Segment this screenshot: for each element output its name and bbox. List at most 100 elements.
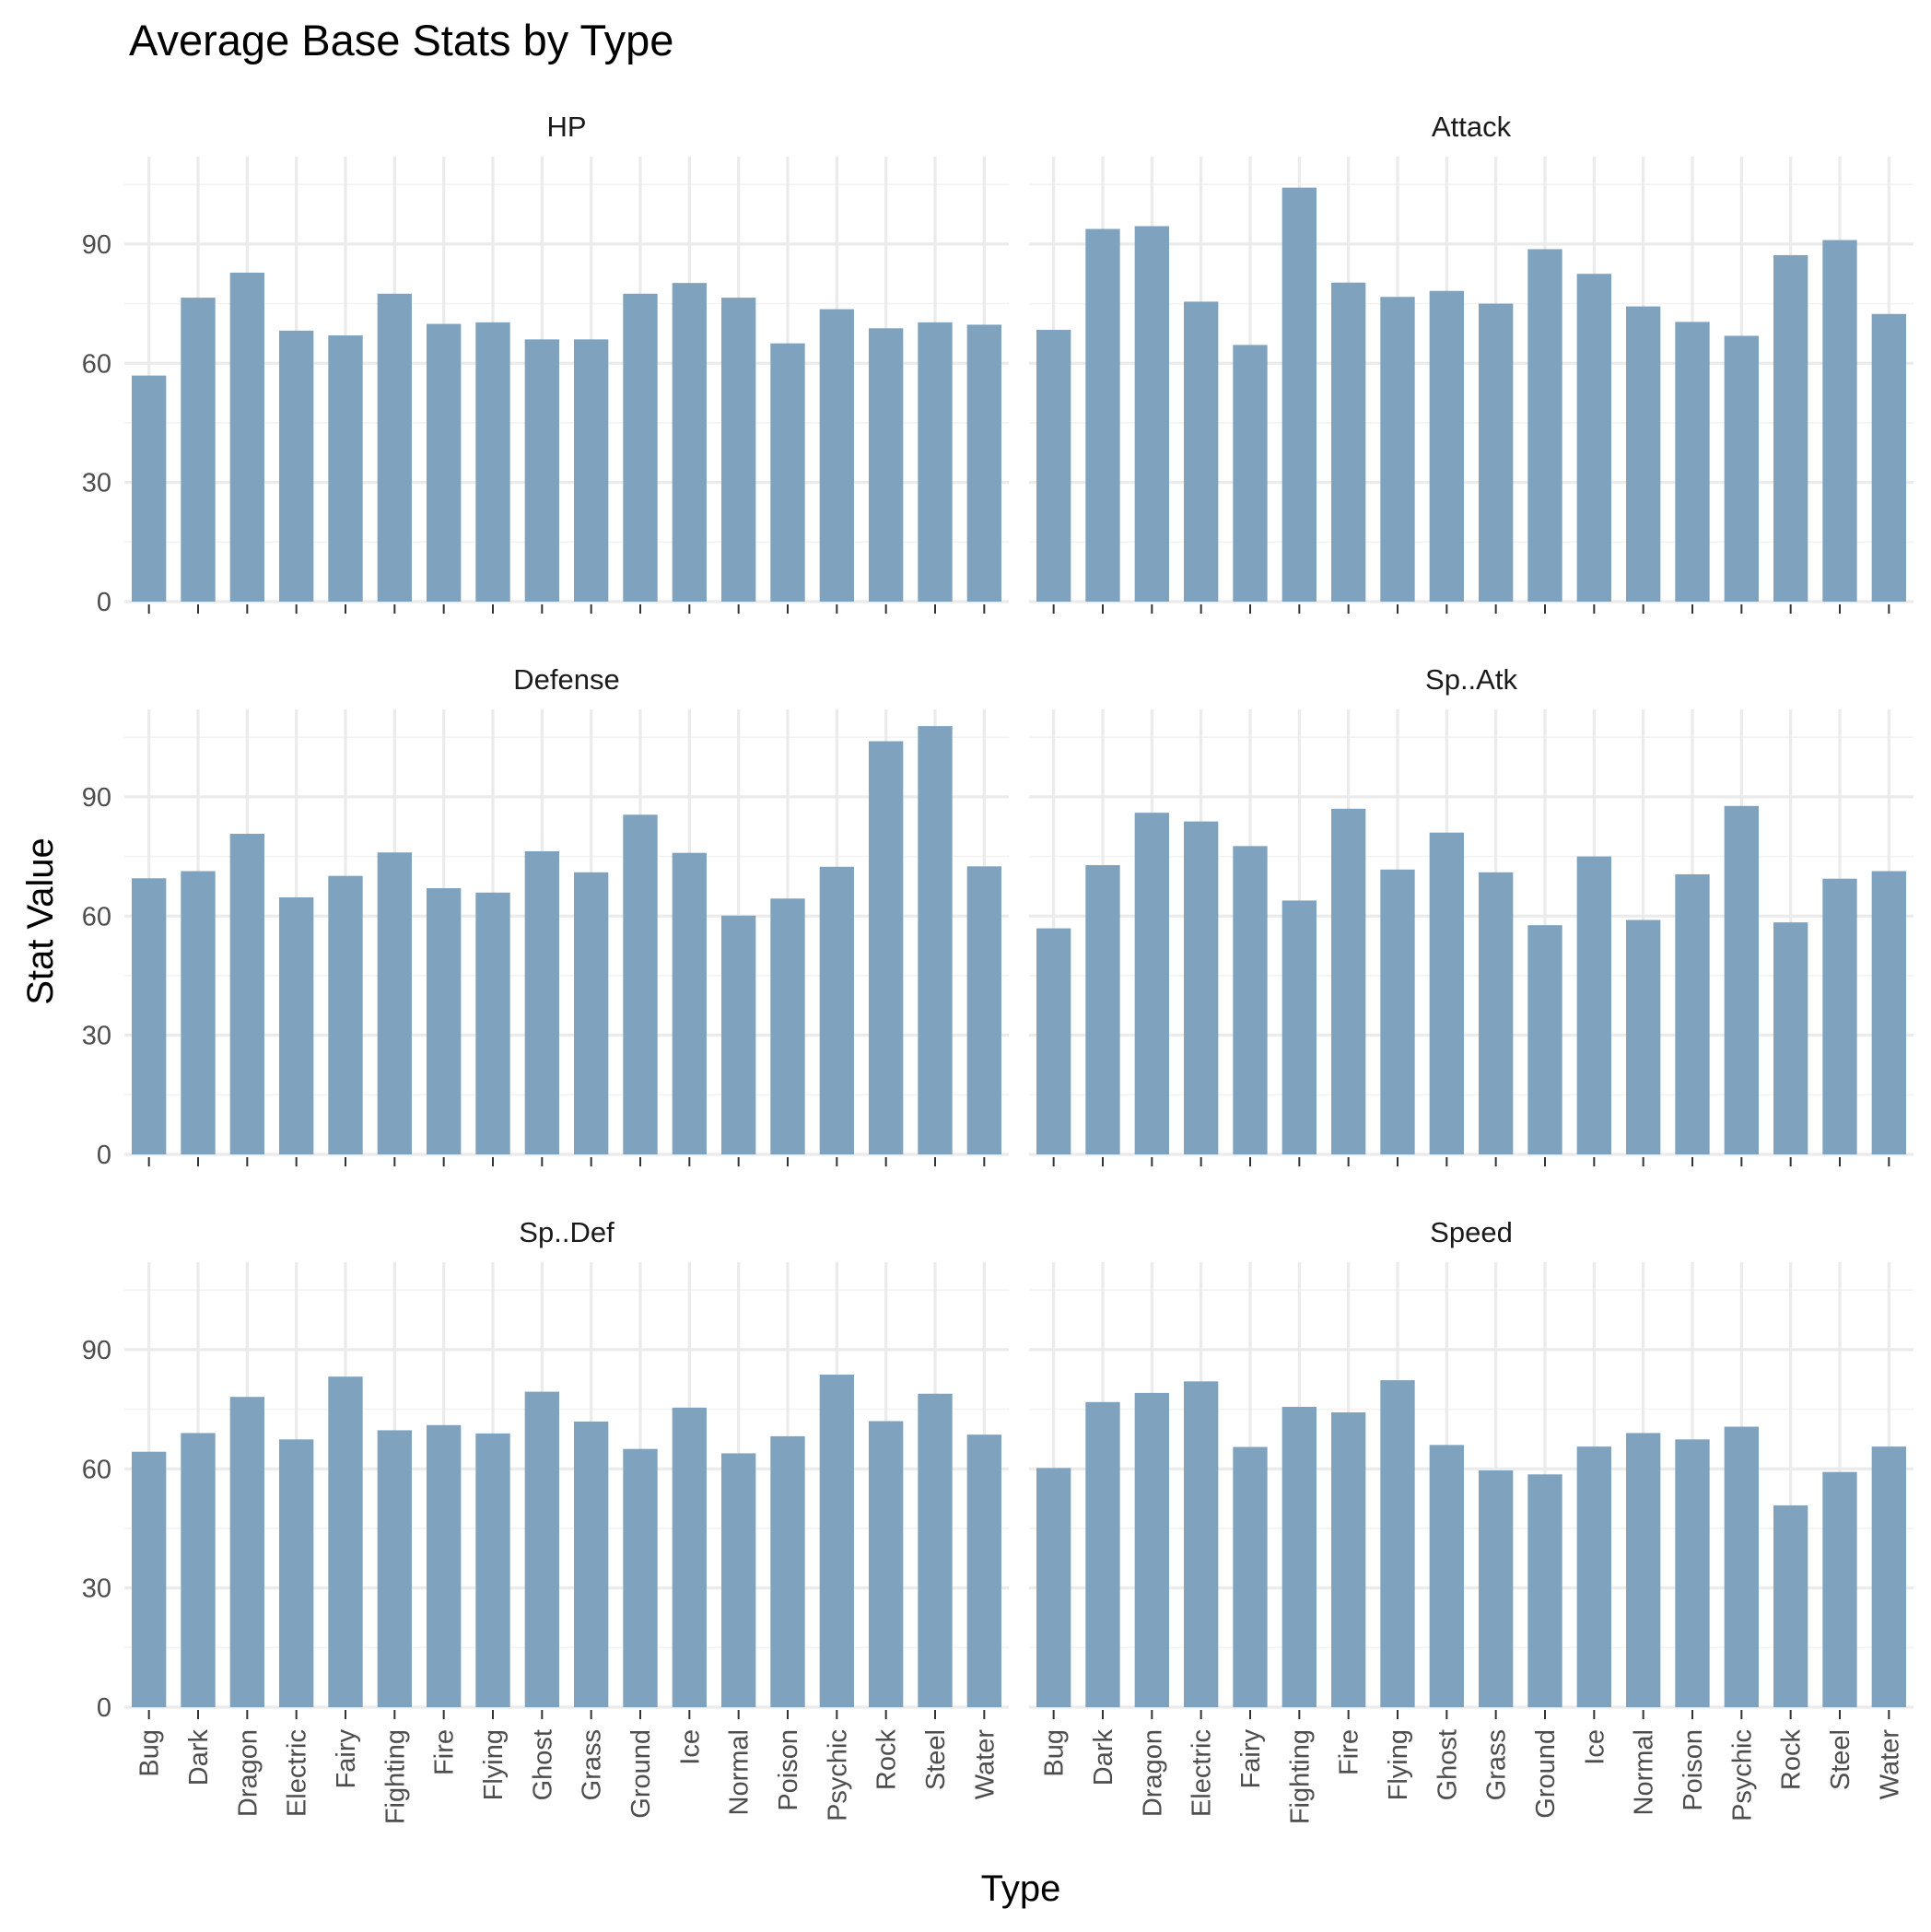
bar-sp-atk-water: [1871, 871, 1906, 1154]
bar-attack-ground: [1527, 249, 1562, 602]
bar-speed-water: [1871, 1446, 1906, 1707]
bar-speed-fairy: [1233, 1446, 1268, 1707]
x-tick-label-ice: Ice: [675, 1729, 705, 1765]
bar-sp-def-water: [966, 1434, 1001, 1707]
bar-attack-dark: [1085, 228, 1120, 603]
bar-sp-def-rock: [869, 1421, 904, 1707]
bar-sp-atk-ground: [1527, 925, 1562, 1154]
bar-defense-rock: [869, 741, 904, 1154]
bar-sp-atk-grass: [1479, 872, 1514, 1154]
bar-attack-poison: [1675, 322, 1710, 602]
x-tick-label-dragon: Dragon: [1138, 1729, 1167, 1817]
x-tick-label-grass: Grass: [1482, 1729, 1512, 1800]
x-tick-label-electric: Electric: [1188, 1729, 1217, 1817]
y-tick-label: 0: [97, 588, 111, 617]
bar-speed-fire: [1331, 1412, 1366, 1707]
bar-speed-steel: [1822, 1471, 1857, 1707]
bar-sp-def-poison: [770, 1435, 805, 1707]
panel-speed: Speed Bug Dark Dragon Electric Fairy Fighting F…: [1029, 1216, 1913, 1824]
y-tick-label: 60: [82, 902, 111, 931]
bar-sp-def-psychic: [819, 1375, 854, 1707]
panels-layer: HP 0 30 60 90 Attack Defense 0 30 60 90 Sp..Atk Sp..…: [82, 111, 1913, 1824]
bar-sp-atk-bug: [1036, 928, 1071, 1154]
x-tick-label-ghost: Ghost: [528, 1729, 557, 1800]
bar-hp-fire: [427, 323, 462, 602]
bar-hp-steel: [918, 322, 953, 602]
bar-defense-dark: [181, 871, 216, 1154]
x-tick-label-ground: Ground: [626, 1729, 656, 1819]
bar-attack-fairy: [1233, 345, 1268, 602]
bar-attack-bug: [1036, 330, 1071, 602]
bar-defense-flying: [475, 892, 510, 1154]
bar-speed-psychic: [1724, 1426, 1759, 1707]
x-tick-label-ghost: Ghost: [1433, 1729, 1462, 1800]
x-tick-label-fighting: Fighting: [380, 1729, 410, 1824]
chart-title: Average Base Stats by Type: [129, 16, 673, 64]
bar-speed-dragon: [1134, 1392, 1169, 1707]
bar-speed-electric: [1184, 1381, 1219, 1707]
bar-speed-normal: [1626, 1433, 1661, 1707]
bar-sp-atk-fire: [1331, 808, 1366, 1154]
bar-sp-def-fighting: [377, 1430, 412, 1707]
x-tick-label-dark: Dark: [1089, 1729, 1118, 1786]
x-tick-label-fire: Fire: [430, 1729, 460, 1775]
x-tick-label-fairy: Fairy: [332, 1729, 361, 1789]
bar-attack-grass: [1479, 303, 1514, 602]
bar-defense-normal: [721, 915, 756, 1154]
bar-defense-psychic: [819, 866, 854, 1154]
x-tick-label-normal: Normal: [725, 1729, 755, 1815]
y-axis-title: Stat Value: [20, 837, 61, 1005]
panel-attack: Attack: [1029, 111, 1913, 614]
y-tick-label: 0: [97, 1693, 111, 1723]
bar-sp-def-dark: [181, 1433, 216, 1707]
bar-attack-fighting: [1281, 187, 1317, 602]
x-tick-label-water: Water: [970, 1729, 1000, 1800]
bar-speed-fighting: [1281, 1406, 1317, 1707]
y-tick-label: 90: [82, 783, 111, 813]
panel-title: HP: [546, 111, 586, 143]
bar-attack-steel: [1822, 240, 1857, 602]
bar-speed-dark: [1085, 1401, 1120, 1707]
bar-hp-poison: [770, 343, 805, 602]
bar-sp-def-electric: [279, 1439, 314, 1707]
bar-sp-atk-rock: [1773, 922, 1808, 1154]
x-tick-label-bug: Bug: [135, 1729, 165, 1777]
bar-defense-ice: [672, 852, 707, 1154]
bar-speed-poison: [1675, 1439, 1710, 1707]
panel-sp-def: Sp..Def 0 30 60 90 Bug Dark Dragon Electric Fairy…: [82, 1216, 1009, 1824]
bar-defense-bug: [132, 878, 167, 1154]
panel-title: Sp..Atk: [1425, 663, 1517, 696]
bar-sp-atk-psychic: [1724, 805, 1759, 1154]
y-tick-label: 90: [82, 1336, 111, 1365]
bar-defense-fighting: [377, 852, 412, 1154]
y-tick-label: 60: [82, 349, 111, 379]
bar-speed-bug: [1036, 1468, 1071, 1707]
bar-sp-def-ice: [672, 1407, 707, 1707]
bar-attack-electric: [1184, 301, 1219, 602]
bar-attack-psychic: [1724, 335, 1759, 602]
bar-sp-atk-flying: [1380, 869, 1415, 1154]
bar-defense-fairy: [328, 875, 363, 1154]
bar-speed-rock: [1773, 1505, 1808, 1707]
bar-defense-fire: [427, 888, 462, 1154]
panel-hp: HP 0 30 60 90: [82, 111, 1009, 617]
bar-hp-fighting: [377, 293, 412, 602]
bar-hp-normal: [721, 298, 756, 602]
bar-hp-bug: [132, 375, 167, 602]
bar-sp-atk-poison: [1675, 873, 1710, 1154]
bar-sp-def-ground: [623, 1448, 658, 1707]
bar-defense-grass: [574, 872, 609, 1154]
y-tick-label: 90: [82, 230, 111, 260]
bar-speed-ground: [1527, 1474, 1562, 1707]
panel-sp-atk: Sp..Atk: [1029, 663, 1913, 1166]
bar-attack-flying: [1380, 297, 1415, 602]
bar-sp-def-fire: [427, 1424, 462, 1707]
bar-defense-ground: [623, 814, 658, 1154]
x-tick-label-dragon: Dragon: [233, 1729, 263, 1817]
bar-sp-atk-normal: [1626, 919, 1661, 1154]
x-tick-label-flying: Flying: [1384, 1729, 1413, 1800]
bar-hp-ghost: [524, 339, 559, 602]
x-tick-label-poison: Poison: [774, 1729, 803, 1811]
bar-hp-dark: [181, 298, 216, 602]
panel-title: Defense: [513, 663, 619, 696]
